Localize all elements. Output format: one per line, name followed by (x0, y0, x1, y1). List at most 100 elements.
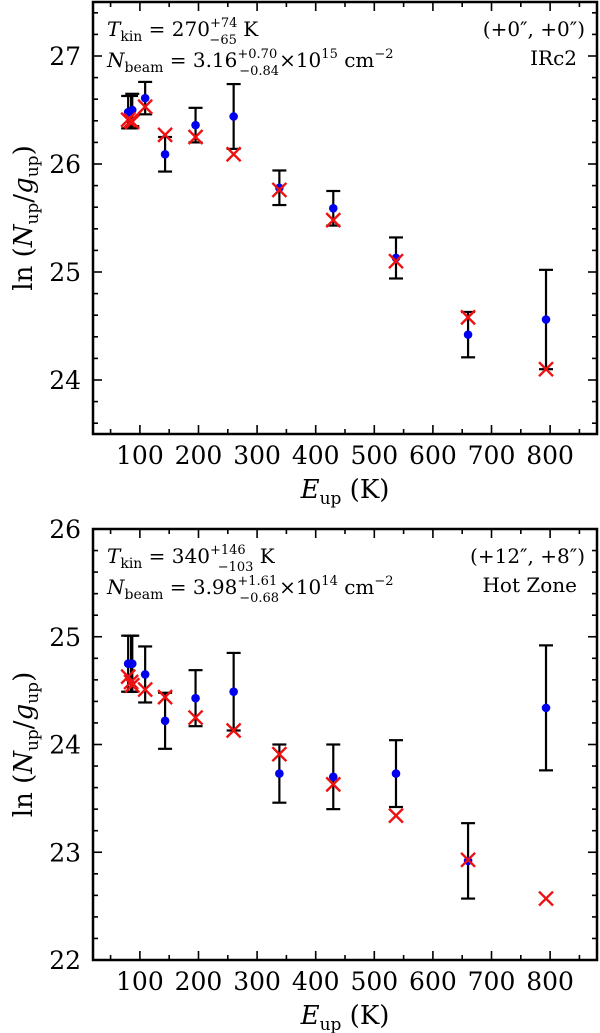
model-cross-stroke (157, 689, 173, 705)
model-cross-stroke (460, 309, 476, 326)
x-tick-label: 400 (292, 967, 340, 996)
model-cross-stroke (460, 851, 476, 868)
observed-point (191, 120, 200, 130)
observed-point (160, 149, 170, 159)
observed-point (391, 769, 401, 778)
model-cross-stroke (120, 111, 137, 128)
x-tick-label: 400 (292, 441, 340, 470)
tkin-annotation: Tkin = 270+74 −65 K (107, 16, 259, 48)
model-point (271, 746, 288, 763)
model-point (325, 212, 342, 229)
observed-point (275, 769, 284, 778)
y-axis-label: ln (Nup/gup) (9, 672, 43, 817)
x-tick-label: 300 (233, 967, 281, 996)
x-tick-label: 200 (175, 441, 223, 470)
x-tick-label: 600 (409, 441, 457, 470)
y-tick-label: 27 (49, 42, 81, 71)
x-tick-label: 300 (233, 441, 281, 470)
nbeam-annotation: Nbeam = 3.16+0.70 −0.84×1015 cm−2 (106, 47, 394, 79)
model-point (123, 674, 139, 690)
region-label: IRc2 (530, 46, 577, 70)
panel-hot-zone: 100 200 300 400 500 600 700 800 22 23 24 25 26 Eup (K… (9, 515, 599, 1033)
model-point (137, 681, 154, 698)
observed-point (541, 315, 551, 324)
tkin-annotation: Tkin = 340+146 −103 K (107, 543, 276, 575)
model-point (460, 851, 476, 868)
observed-point (328, 772, 338, 782)
model-point (157, 126, 173, 143)
model-cross-stroke (187, 129, 204, 145)
model-cross-stroke (225, 722, 242, 739)
y-tick-label: 26 (49, 150, 81, 179)
observed-point (541, 703, 551, 713)
observed-point (328, 203, 338, 213)
model-point (124, 677, 141, 694)
model-cross-stroke (271, 746, 288, 763)
model-point (271, 182, 288, 198)
model-cross-stroke (388, 253, 404, 270)
y-tick-label: 23 (49, 838, 81, 867)
model-point (157, 689, 173, 705)
observed-point (127, 659, 137, 668)
y-tick-label: 25 (49, 258, 81, 287)
observed-point (275, 183, 284, 193)
model-point (225, 146, 242, 163)
offset-label: (+0″, +0″) (483, 17, 585, 41)
model-point (187, 709, 204, 726)
model-point (538, 361, 554, 378)
model-cross-stroke (123, 674, 139, 690)
model-point (460, 309, 476, 326)
x-axis-label: Eup (K) (300, 1001, 390, 1033)
observed-point (191, 693, 200, 703)
model-cross-stroke (137, 681, 154, 698)
model-point (120, 111, 137, 128)
model-point (388, 807, 404, 824)
model-point (325, 776, 342, 793)
model-cross-stroke (137, 98, 154, 115)
x-tick-label: 200 (175, 967, 223, 996)
x-tick-label: 700 (468, 441, 516, 470)
x-tick-label: 100 (116, 967, 164, 996)
model-point (124, 114, 141, 130)
region-label: Hot Zone (482, 573, 577, 597)
x-tick-label: 700 (468, 967, 516, 996)
offset-label: (+12″, +8″) (470, 544, 585, 568)
y-tick-label: 22 (49, 946, 81, 975)
model-cross-stroke (225, 146, 242, 163)
panel-irc2: 100 200 300 400 500 600 700 800 24 25 26 27 Eup (K) l… (9, 0, 599, 509)
model-cross-stroke (325, 212, 342, 229)
observed-point (140, 93, 150, 103)
model-cross-stroke (325, 776, 342, 793)
model-cross-stroke (388, 807, 404, 824)
model-point (225, 722, 242, 739)
x-tick-label: 100 (116, 441, 164, 470)
y-axis-label: ln (Nup/gup) (9, 145, 43, 290)
x-axis-label: Eup (K) (300, 475, 390, 509)
x-tick-label: 600 (409, 967, 457, 996)
model-cross-stroke (120, 668, 137, 685)
x-tick-label: 500 (350, 441, 398, 470)
model-cross-stroke (187, 709, 204, 726)
model-cross-stroke (271, 182, 288, 198)
model-cross-stroke (538, 890, 554, 907)
y-tick-label: 26 (49, 515, 81, 544)
observed-point (140, 670, 150, 679)
observed-point (229, 687, 238, 697)
model-point (187, 129, 204, 145)
model-cross-stroke (124, 677, 141, 694)
observed-point (229, 112, 238, 121)
model-cross-stroke (124, 114, 141, 130)
model-cross-stroke (157, 126, 173, 143)
x-tick-label: 800 (526, 967, 574, 996)
model-cross-stroke (538, 361, 554, 378)
observed-point (160, 716, 170, 726)
x-tick-label: 800 (526, 441, 574, 470)
y-tick-label: 24 (49, 366, 81, 395)
observed-point (463, 330, 473, 339)
y-tick-label: 24 (49, 731, 81, 760)
x-tick-label: 500 (350, 967, 398, 996)
y-tick-label: 25 (49, 623, 81, 652)
nbeam-annotation: Nbeam = 3.98+1.61 −0.68×1014 cm−2 (106, 574, 394, 606)
model-point (137, 98, 154, 115)
